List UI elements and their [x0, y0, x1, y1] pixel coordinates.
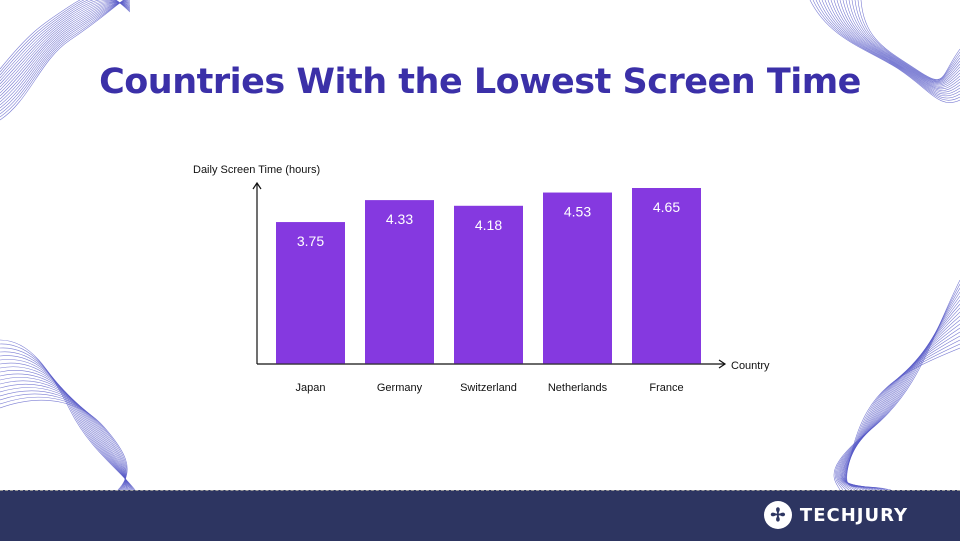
page-title: Countries With the Lowest Screen Time — [99, 62, 861, 102]
x-tick-label: Japan — [296, 382, 326, 394]
footer: ✢ TECHJURY — [0, 490, 960, 541]
bar-france — [632, 187, 701, 364]
data-label: 4.18 — [475, 217, 502, 233]
y-axis-label: Daily Screen Time (hours) — [193, 164, 320, 176]
wave-decoration-top-left — [0, 0, 130, 121]
bar-switzerland — [454, 205, 523, 364]
x-tick-label: France — [649, 382, 683, 394]
techjury-logo: ✢ TECHJURY — [763, 501, 908, 529]
x-tick-label: Netherlands — [548, 382, 608, 394]
wave-decoration-bottom-left — [0, 339, 136, 490]
y-axis-arrow — [252, 181, 262, 190]
wave-decoration-bottom-right — [833, 280, 960, 490]
data-label: 4.65 — [653, 199, 680, 215]
bar-netherlands — [543, 192, 612, 364]
bar-germany — [365, 200, 434, 364]
brand-name: TECHJURY — [799, 504, 908, 526]
x-axis-arrow — [718, 359, 727, 369]
x-tick-label: Switzerland — [460, 382, 517, 394]
bar-chart: Daily Screen Time (hours) Country 3.75 Ja… — [193, 164, 770, 394]
data-label: 3.75 — [297, 233, 324, 249]
bar-japan — [276, 222, 345, 364]
x-tick-label: Germany — [377, 382, 423, 394]
techjury-logo-icon: ✢ — [763, 501, 792, 529]
data-label: 4.53 — [564, 204, 591, 220]
wave-decoration-top-right — [809, 0, 960, 103]
x-axis-label: Country — [731, 360, 770, 372]
data-label: 4.33 — [386, 211, 413, 227]
